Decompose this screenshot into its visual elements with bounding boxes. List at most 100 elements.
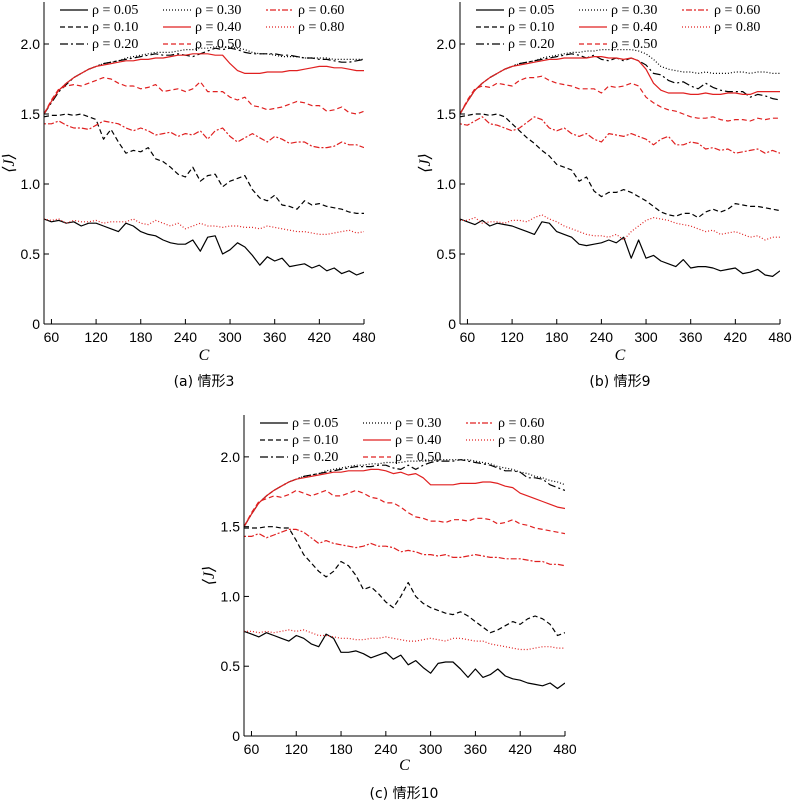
chart-panel-3: 60 120 180 240 300 360 420 480 0 0.5 1.0 1.5 2.0 C ⟨J⟩… bbox=[201, 415, 577, 802]
panel-caption: (c) 情形10 bbox=[370, 786, 439, 802]
x-axis-title: C bbox=[615, 347, 626, 364]
series-line-4 bbox=[244, 459, 565, 528]
x-tick-label: 60 bbox=[460, 329, 476, 345]
x-tick-label: 240 bbox=[174, 329, 198, 345]
legend-label: ρ = 0.60 bbox=[298, 3, 344, 18]
legend-label: ρ = 0.10 bbox=[292, 433, 338, 448]
x-tick-label: 420 bbox=[308, 329, 332, 345]
y-tick-label: 0 bbox=[448, 316, 456, 332]
legend-label: ρ = 0.40 bbox=[195, 20, 241, 35]
legend-label: ρ = 0.10 bbox=[508, 20, 554, 35]
series-line-8 bbox=[44, 218, 364, 235]
series-line-3 bbox=[460, 53, 780, 115]
x-tick-label: 240 bbox=[590, 329, 614, 345]
legend-label: ρ = 0.40 bbox=[395, 433, 441, 448]
series-line-5 bbox=[244, 468, 565, 528]
series-line-8 bbox=[460, 214, 780, 241]
y-axis-title: ⟨J⟩ bbox=[417, 153, 434, 173]
x-tick-label: 480 bbox=[553, 741, 577, 757]
y-tick-label: 1.0 bbox=[21, 176, 41, 192]
x-tick-label: 360 bbox=[263, 329, 287, 345]
legend-label: ρ = 0.80 bbox=[298, 20, 344, 35]
series-line-2 bbox=[244, 526, 565, 637]
series-group bbox=[44, 46, 364, 276]
x-tick-label: 240 bbox=[374, 741, 398, 757]
y-tick-label: 0.5 bbox=[437, 246, 457, 262]
legend-label: ρ = 0.60 bbox=[714, 3, 760, 18]
legend-label: ρ = 0.10 bbox=[92, 20, 138, 35]
x-tick-label: 120 bbox=[285, 741, 309, 757]
y-tick-label: 0 bbox=[232, 728, 240, 744]
panel-caption: (b) 情形9 bbox=[589, 374, 650, 390]
y-tick-label: 2.0 bbox=[21, 36, 41, 52]
y-axis-title: ⟨J⟩ bbox=[201, 566, 218, 586]
series-line-2 bbox=[44, 113, 364, 214]
series-line-2 bbox=[460, 113, 780, 219]
y-tick-label: 2.0 bbox=[221, 449, 241, 465]
y-tick-label: 1.0 bbox=[437, 176, 457, 192]
legend-label: ρ = 0.20 bbox=[92, 37, 138, 52]
x-tick-label: 180 bbox=[129, 329, 153, 345]
x-tick-label: 360 bbox=[679, 329, 703, 345]
legend-label: ρ = 0.05 bbox=[92, 3, 138, 18]
series-line-6 bbox=[44, 77, 364, 115]
y-tick-label: 1.5 bbox=[221, 519, 241, 535]
legend-label: ρ = 0.20 bbox=[292, 450, 338, 465]
x-axis-title: C bbox=[399, 757, 410, 774]
legend-label: ρ = 0.30 bbox=[611, 3, 657, 18]
series-line-3 bbox=[244, 459, 565, 528]
series-line-6 bbox=[244, 489, 565, 535]
x-axis-title: C bbox=[199, 347, 210, 364]
series-line-7 bbox=[460, 116, 780, 154]
y-tick-label: 2.0 bbox=[437, 36, 457, 52]
x-tick-label: 120 bbox=[500, 329, 524, 345]
x-tick-label: 60 bbox=[244, 741, 260, 757]
series-line-1 bbox=[44, 218, 364, 276]
series-line-1 bbox=[244, 630, 565, 690]
legend: ρ = 0.05 ρ = 0.10 ρ = 0.20 ρ = 0.30 ρ = 0.40… bbox=[476, 3, 760, 52]
chart-panel-1: 60 120 180 240 300 360 420 480 0 0.5 1.0 1.5 2.0 C ⟨J⟩… bbox=[1, 2, 376, 390]
series-line-7 bbox=[44, 120, 364, 149]
legend-label: ρ = 0.05 bbox=[292, 416, 338, 431]
legend-label: ρ = 0.50 bbox=[611, 37, 657, 52]
y-tick-label: 1.5 bbox=[21, 106, 41, 122]
legend-label: ρ = 0.50 bbox=[195, 37, 241, 52]
series-line-1 bbox=[460, 218, 780, 277]
series-line-6 bbox=[460, 75, 780, 122]
y-axis-title: ⟨J⟩ bbox=[1, 153, 18, 173]
x-tick-label: 300 bbox=[634, 329, 658, 345]
series-line-3 bbox=[44, 47, 364, 115]
x-tick-label: 300 bbox=[419, 741, 443, 757]
series-group bbox=[244, 459, 565, 690]
legend-label: ρ = 0.50 bbox=[395, 450, 441, 465]
series-line-7 bbox=[244, 528, 565, 567]
legend-label: ρ = 0.40 bbox=[611, 20, 657, 35]
x-tick-label: 360 bbox=[464, 741, 488, 757]
legend-label: ρ = 0.05 bbox=[508, 3, 554, 18]
x-tick-label: 480 bbox=[768, 329, 792, 345]
panel-caption: (a) 情形3 bbox=[174, 374, 235, 390]
legend: ρ = 0.05 ρ = 0.10 ρ = 0.20 ρ = 0.30 ρ = 0.40… bbox=[260, 416, 544, 465]
y-tick-label: 0.5 bbox=[221, 658, 241, 674]
x-tick-label: 120 bbox=[84, 329, 108, 345]
y-tick-label: 1.0 bbox=[221, 588, 241, 604]
y-tick-label: 1.5 bbox=[437, 106, 457, 122]
legend: ρ = 0.05 ρ = 0.10 ρ = 0.20 ρ = 0.30 ρ = 0.40… bbox=[60, 3, 344, 52]
x-tick-label: 180 bbox=[545, 329, 569, 345]
x-tick-label: 480 bbox=[352, 329, 376, 345]
chart-panel-2: 60 120 180 240 300 360 420 480 0 0.5 1.0 1.5 2.0 C ⟨J⟩… bbox=[417, 2, 792, 390]
legend-label: ρ = 0.20 bbox=[508, 37, 554, 52]
legend-label: ρ = 0.60 bbox=[498, 416, 544, 431]
legend-label: ρ = 0.30 bbox=[195, 3, 241, 18]
series-line-5 bbox=[44, 53, 364, 115]
series-line-8 bbox=[244, 629, 565, 651]
legend-label: ρ = 0.30 bbox=[395, 416, 441, 431]
series-line-5 bbox=[460, 56, 780, 115]
series-group bbox=[460, 49, 780, 277]
x-tick-label: 420 bbox=[724, 329, 748, 345]
y-tick-label: 0 bbox=[32, 316, 40, 332]
legend-label: ρ = 0.80 bbox=[714, 20, 760, 35]
series-line-4 bbox=[44, 46, 364, 115]
x-tick-label: 420 bbox=[509, 741, 533, 757]
